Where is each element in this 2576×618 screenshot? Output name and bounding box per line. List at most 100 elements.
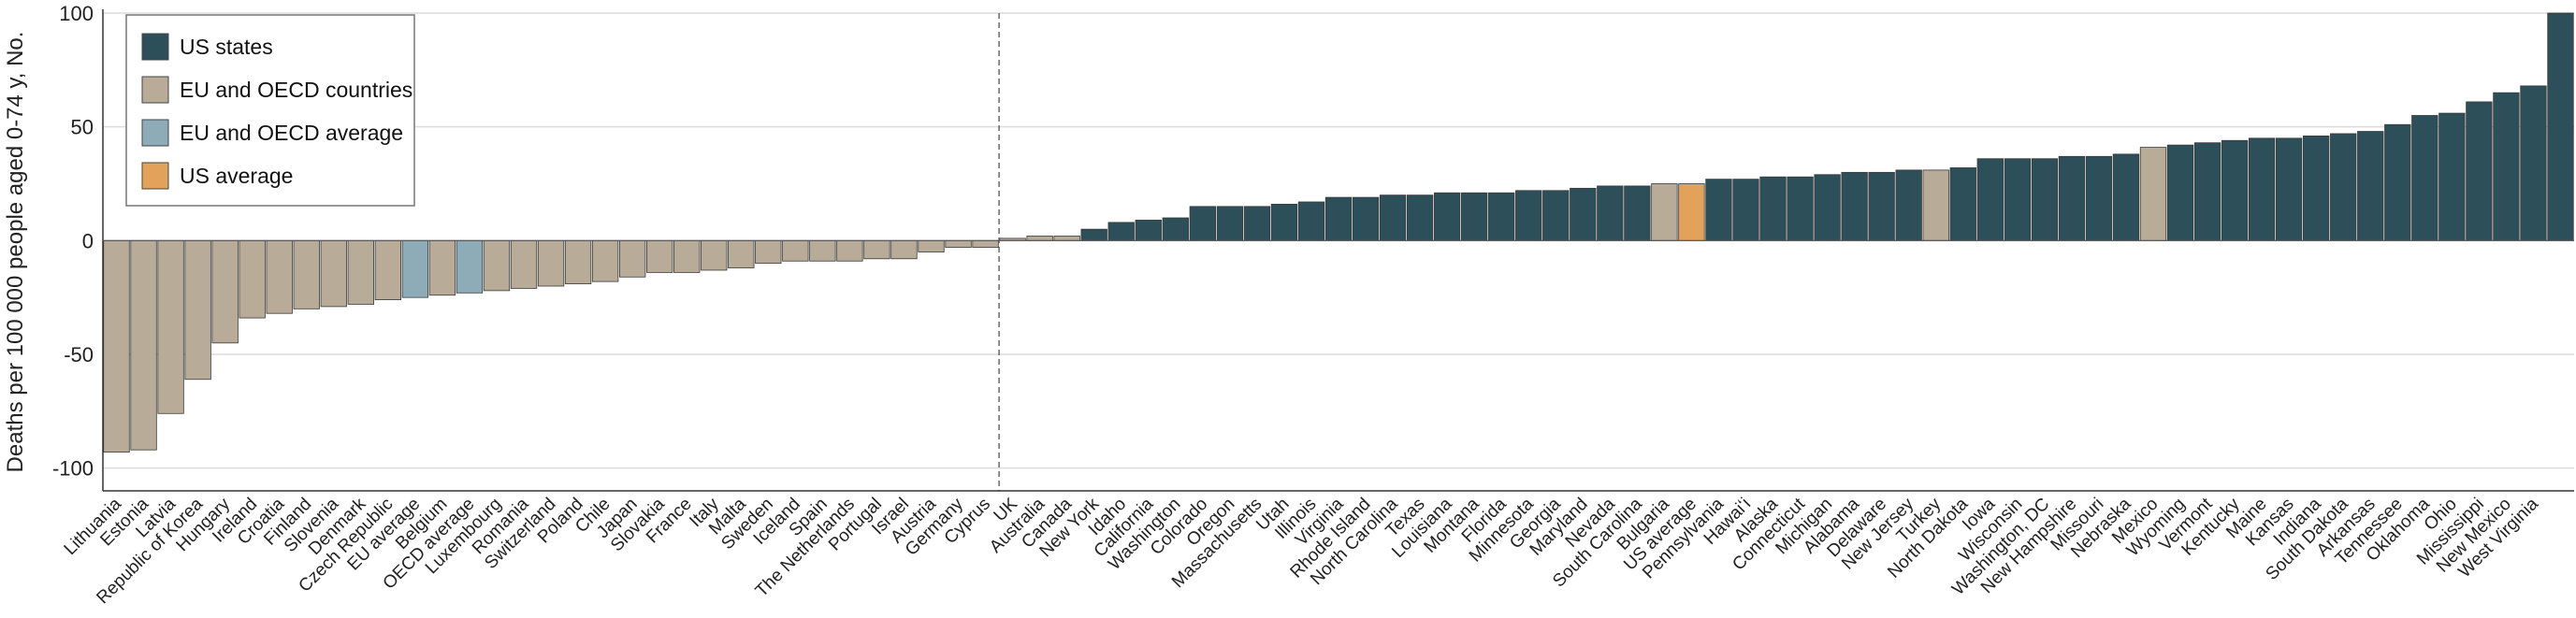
bar <box>1406 194 1434 241</box>
bar <box>1949 167 1976 241</box>
bar <box>1678 183 1705 241</box>
y-tick-label: -50 <box>64 343 94 366</box>
y-tick-label: 100 <box>59 2 94 25</box>
bar <box>2221 139 2249 241</box>
bar <box>266 239 293 314</box>
legend-swatch <box>141 33 169 61</box>
bar <box>1868 171 1895 241</box>
bar <box>1705 179 1732 241</box>
bar <box>2520 85 2547 241</box>
bar <box>945 239 972 249</box>
bar <box>2112 153 2140 241</box>
bar <box>2493 92 2520 241</box>
bar <box>2466 101 2493 241</box>
bar <box>2058 155 2086 241</box>
bar <box>591 239 619 282</box>
bar <box>2248 137 2276 241</box>
bar <box>239 239 266 319</box>
y-tick-label: 0 <box>82 229 94 252</box>
bar <box>2357 131 2384 241</box>
bar <box>890 239 918 260</box>
bar <box>374 239 402 301</box>
bar <box>1814 174 1841 241</box>
bar <box>728 239 755 268</box>
bar <box>1624 185 1651 241</box>
bar <box>755 239 782 265</box>
bar <box>1976 158 2004 241</box>
bar <box>2547 12 2574 241</box>
bar <box>428 239 456 296</box>
bar <box>863 239 890 260</box>
bar <box>1651 183 1678 241</box>
bar <box>1433 192 1461 241</box>
legend-box <box>125 14 415 207</box>
bar <box>2031 158 2059 241</box>
bar <box>1895 169 1922 241</box>
bar <box>157 239 184 414</box>
bar <box>1243 206 1271 241</box>
bar <box>483 239 511 292</box>
bar <box>1297 201 1325 241</box>
bar <box>1352 196 1380 241</box>
bar <box>918 239 945 252</box>
bar <box>211 239 239 344</box>
bar <box>1597 185 1624 241</box>
bar <box>1515 190 1542 241</box>
bar <box>1787 176 1814 241</box>
bar <box>809 239 836 262</box>
bar <box>2166 144 2194 241</box>
bar <box>456 239 484 294</box>
bar <box>1542 190 1570 241</box>
bar <box>1270 203 1298 241</box>
bar <box>103 239 130 453</box>
bar <box>1080 228 1107 241</box>
bar <box>1922 169 1949 241</box>
bar <box>293 239 320 309</box>
legend: US states EU and OECD countries EU and OEC… <box>125 14 415 207</box>
bar <box>1379 194 1407 241</box>
bar <box>1841 171 1868 241</box>
bar <box>2411 115 2439 241</box>
bar <box>2439 112 2466 241</box>
bar <box>1216 206 1244 241</box>
bar <box>618 239 646 278</box>
bar <box>1488 192 1515 241</box>
y-tick-label: 50 <box>71 116 94 139</box>
bar <box>537 239 565 287</box>
y-tick-label: -100 <box>52 457 94 481</box>
bar <box>184 239 211 381</box>
bar <box>2275 137 2303 241</box>
bar <box>1162 217 1189 241</box>
bars-group <box>103 12 2574 453</box>
y-axis-title: Deaths per 100 000 people aged 0-74 y, N… <box>3 32 28 473</box>
bar <box>836 239 863 262</box>
bar <box>401 239 429 298</box>
bar <box>1053 236 1080 241</box>
legend-label: US states <box>180 35 273 59</box>
bar <box>782 239 809 262</box>
legend-swatch <box>141 162 169 190</box>
bar <box>2139 147 2167 241</box>
bar <box>1570 187 1597 241</box>
bar <box>972 239 999 249</box>
bar <box>1135 220 1162 241</box>
legend-label: EU and OECD average <box>180 121 403 145</box>
legend-swatch <box>141 76 169 104</box>
bar <box>1107 222 1135 241</box>
bar <box>1189 206 1217 241</box>
bar <box>701 239 728 271</box>
bar <box>673 239 701 273</box>
bar <box>2303 135 2330 241</box>
y-tick-labels: -100 -50 0 50 100 <box>52 2 94 481</box>
bar <box>510 239 538 289</box>
bar <box>1460 192 1488 241</box>
bar <box>2004 158 2031 241</box>
bar <box>1026 236 1053 241</box>
legend-label: EU and OECD countries <box>180 78 412 102</box>
bar <box>2193 142 2221 241</box>
bar <box>2384 123 2411 241</box>
bar <box>1324 196 1353 241</box>
bar <box>347 239 374 305</box>
bar <box>320 239 347 308</box>
